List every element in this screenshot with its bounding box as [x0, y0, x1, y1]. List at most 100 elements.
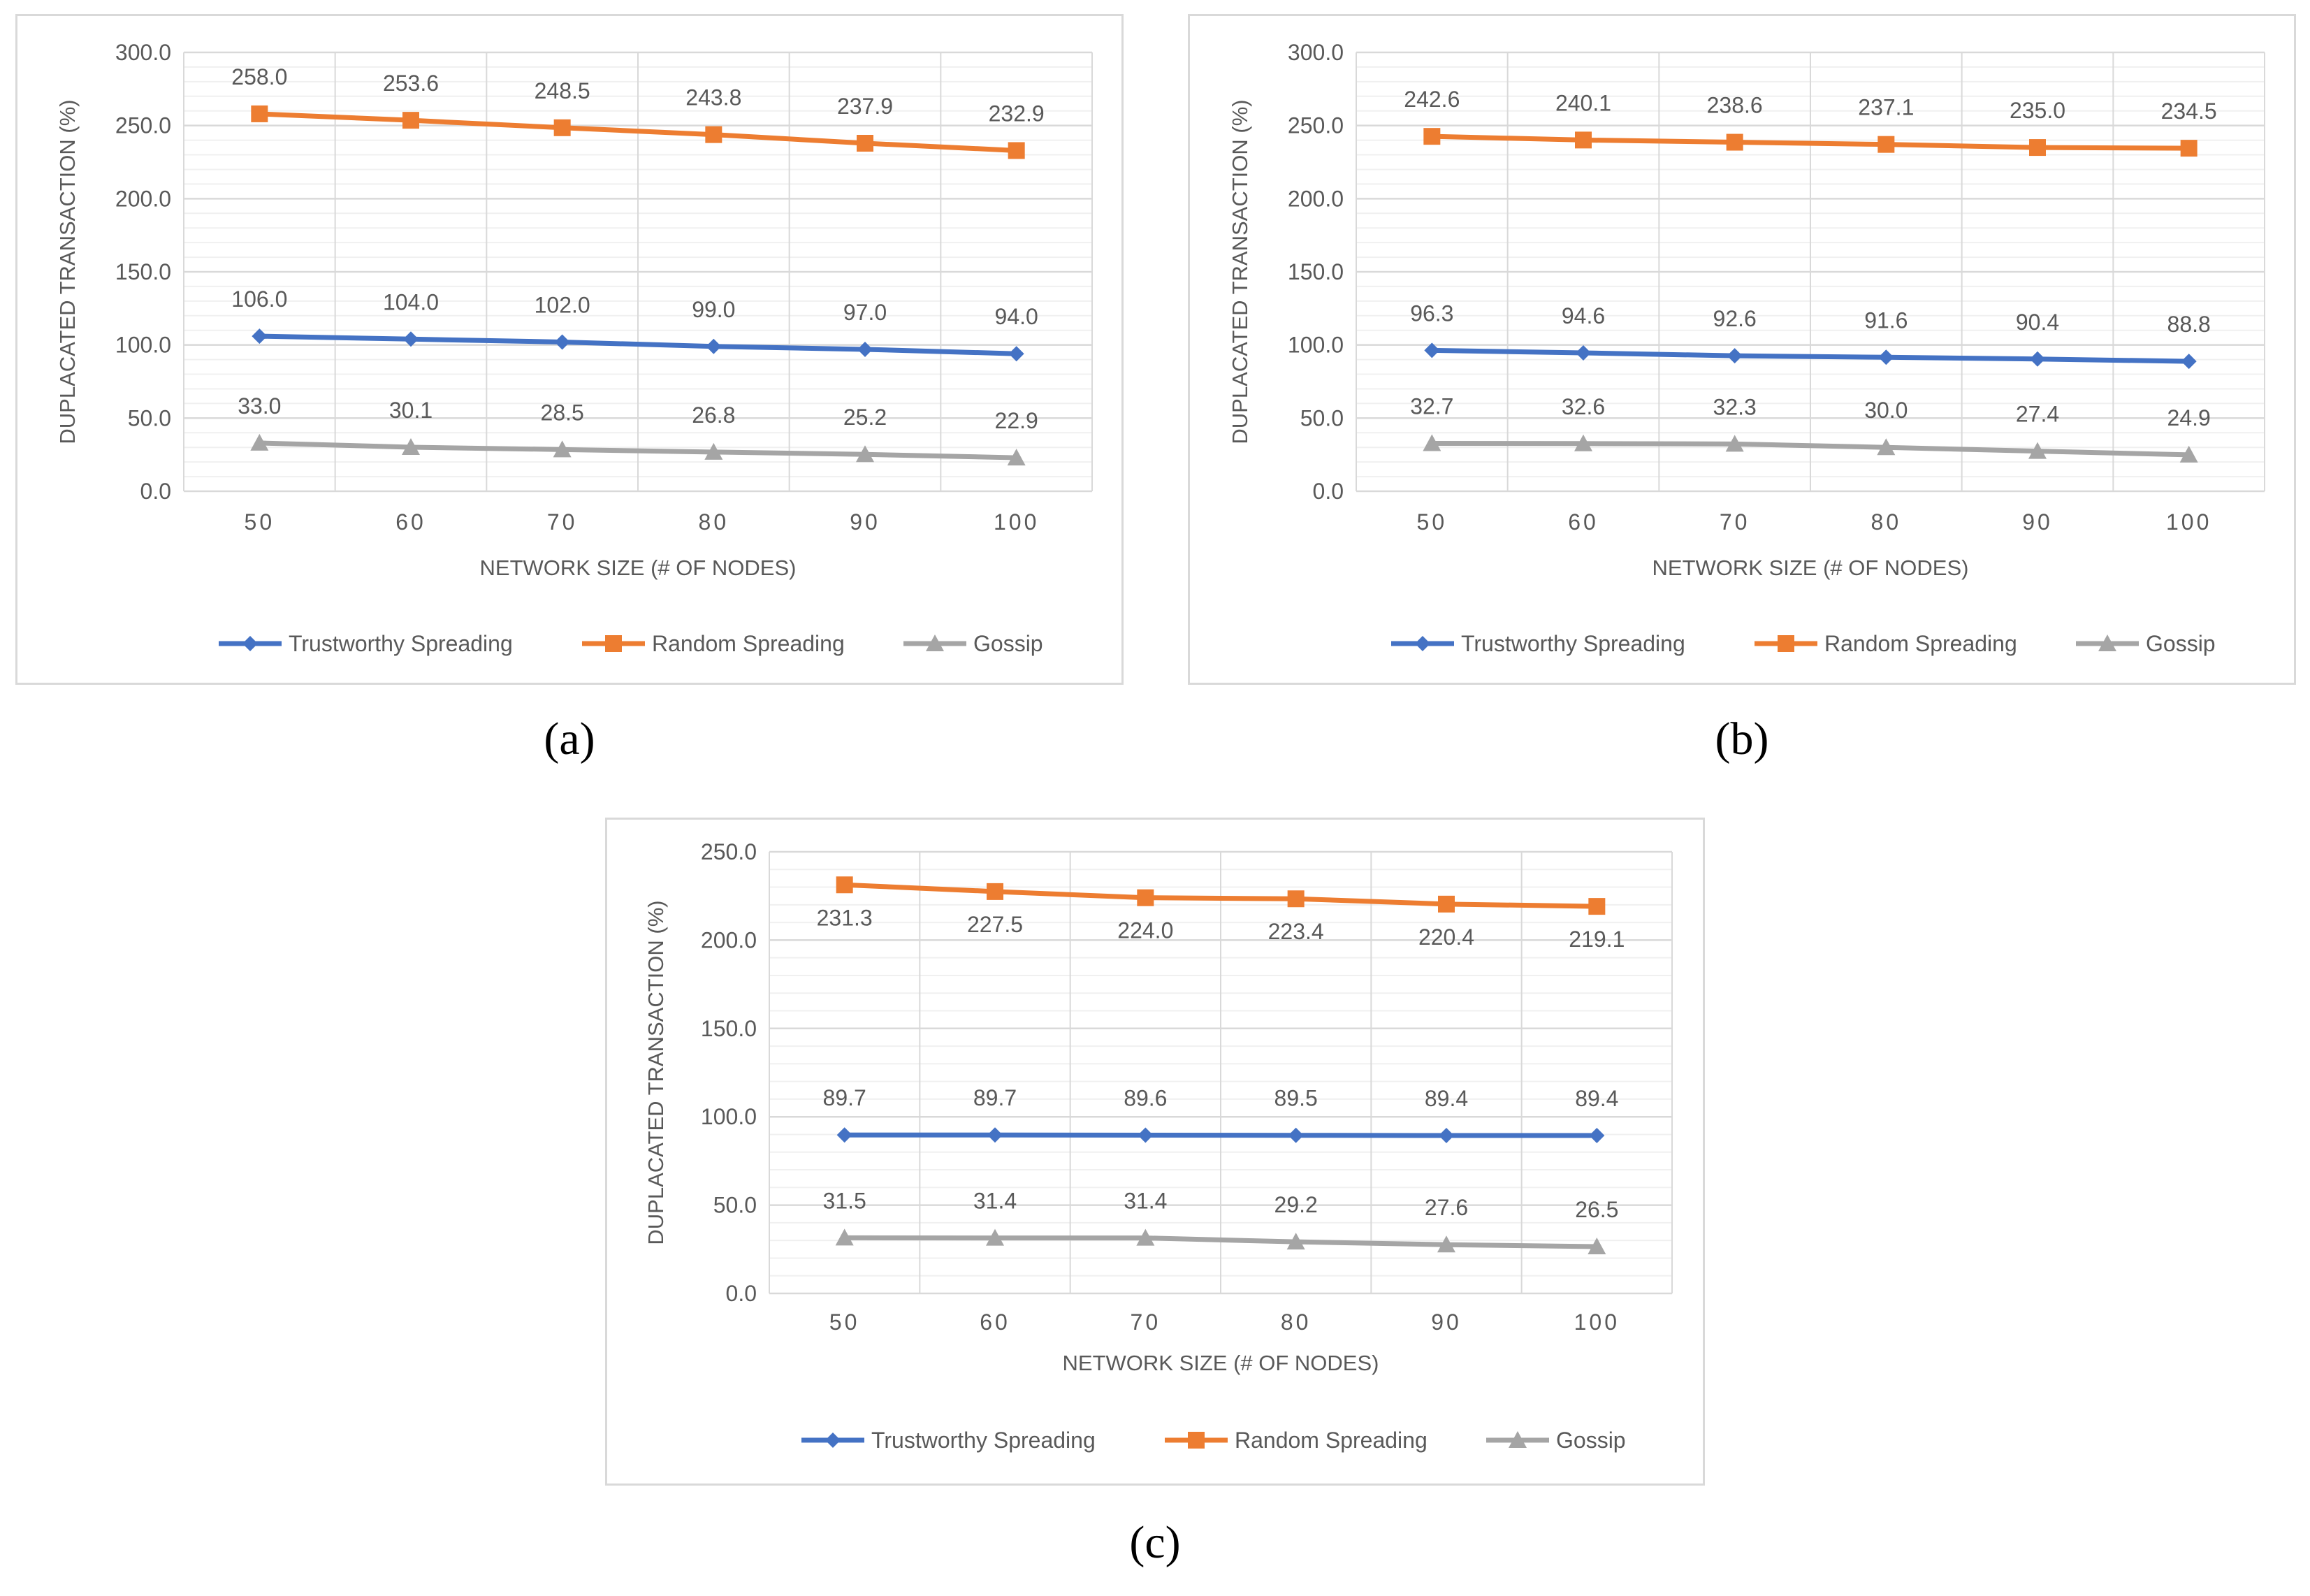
chart-c-data-label: 219.1 [1569, 927, 1625, 952]
chart-b-data-label: 234.5 [2161, 99, 2217, 124]
chart-b-x-tick-label: 100 [2166, 509, 2211, 535]
chart-c-x-tick-label: 90 [1431, 1310, 1462, 1335]
chart-a-x-tick-label: 90 [850, 509, 880, 535]
chart-a-svg: 0.0 50.0 100.0 150.0 200.0 250.0 300.0 50 60 70 80… [55, 40, 1093, 656]
chart-a-data-point [252, 328, 268, 344]
chart-c-data-label: 220.4 [1418, 924, 1474, 950]
chart-c-data-point [1439, 1127, 1454, 1143]
chart-b-data-label: 30.0 [1864, 398, 1908, 423]
chart-b-data-label: 238.6 [1707, 93, 1763, 118]
chart-b-data-point [2030, 351, 2045, 367]
chart-a-y-tick-label: 50.0 [128, 405, 171, 430]
panel-caption-a: (a) [544, 713, 595, 764]
chart-c-data-label: 89.7 [823, 1085, 866, 1110]
chart-c-legend-label: Trustworthy Spreading [871, 1428, 1096, 1453]
chart-b-svg: 0.0 50.0 100.0 150.0 200.0 250.0 300.0 50 60 70 80… [1228, 40, 2265, 656]
chart-c-y-tick-label: 50.0 [713, 1193, 757, 1218]
chart-a-data-point [856, 445, 874, 463]
chart-a-data-point [857, 341, 873, 357]
chart-c-svg: 0.0 50.0 100.0 150.0 200.0 250.0 50 60 70 80 90 100… [644, 839, 1673, 1453]
chart-a-data-point [554, 334, 570, 350]
chart-c-data-label: 29.2 [1274, 1192, 1318, 1217]
chart-b-data-point [1725, 435, 1744, 452]
chart-a-y-tick-label: 100.0 [115, 333, 171, 358]
chart-c-data-label: 89.4 [1575, 1086, 1618, 1111]
chart-b-x-tick-label: 70 [1720, 509, 1750, 535]
chart-c-data-label: 227.5 [967, 912, 1023, 937]
chart-c-series-line [842, 1132, 1599, 1138]
chart-c-data-point [1588, 898, 1606, 915]
chart-b-data-label: 90.4 [2016, 310, 2059, 335]
chart-a-y-tick-label: 250.0 [115, 113, 171, 138]
chart-b-data-point [1726, 133, 1743, 151]
panel-caption-c: (c) [1129, 1517, 1181, 1568]
chart-a-data-point [1008, 142, 1025, 159]
chart-c-data-label: 89.7 [973, 1085, 1017, 1110]
chart-c-data-point [1288, 1127, 1304, 1143]
chart-c-series-line [842, 882, 1599, 909]
chart-a-data-point [402, 437, 420, 455]
chart-b-data-label: 24.9 [2167, 405, 2211, 430]
chart-a-data-point [704, 442, 723, 460]
chart-a-data-point [553, 119, 571, 136]
chart-c-data-point [987, 883, 1003, 900]
chart-b-legend-marker [2098, 634, 2116, 651]
chart-panel-a: 0.0 50.0 100.0 150.0 200.0 250.0 300.0 50 60 70 80… [15, 14, 1124, 685]
chart-b-y-tick-label: 150.0 [1288, 259, 1344, 284]
chart-a-legend: Trustworthy Spreading Random Spreading Gos… [219, 631, 1043, 656]
chart-c-y-axis-title: DUPLACATED TRANSACTION (%) [644, 900, 668, 1245]
chart-c-data-label: 31.5 [823, 1188, 866, 1213]
chart-b-x-tick-label: 80 [1871, 509, 1902, 535]
chart-a-data-label: 248.5 [535, 78, 590, 103]
chart-b-data-label: 91.6 [1864, 307, 1908, 333]
chart-c-data-point [1588, 1238, 1606, 1255]
chart-a-data-label: 33.0 [238, 393, 281, 419]
chart-a-y-tick-label: 300.0 [115, 40, 171, 65]
chart-a-data-point [1007, 449, 1026, 466]
chart-panel-c: 0.0 50.0 100.0 150.0 200.0 250.0 50 60 70 80 90 100… [605, 818, 1705, 1486]
chart-b-series-diamond: 96.3 94.6 92.6 91.6 90.4 88.8 [1410, 300, 2211, 370]
chart-c-data-point [1137, 889, 1154, 906]
chart-c-x-tick-label: 60 [980, 1310, 1010, 1335]
chart-c-data-label: 31.4 [973, 1189, 1017, 1214]
chart-a-data-label: 30.1 [389, 398, 433, 423]
chart-b-data-point [2179, 445, 2198, 463]
chart-a-data-point [705, 126, 722, 143]
chart-c-data-label: 89.5 [1274, 1086, 1318, 1111]
chart-b-data-label: 242.6 [1404, 87, 1460, 112]
chart-b-legend-label: Random Spreading [1824, 631, 2017, 656]
chart-b-y-tick-label: 250.0 [1288, 113, 1344, 138]
chart-b-data-point [1877, 438, 1896, 456]
chart-c-y-axis: 0.0 50.0 100.0 150.0 200.0 250.0 [701, 839, 1672, 1306]
chart-a-series-line [256, 111, 1019, 153]
chart-a-legend-marker [242, 636, 258, 651]
chart-c-x-tick-label: 50 [829, 1310, 860, 1335]
chart-b-x-tick-label: 60 [1568, 509, 1599, 535]
chart-b-data-label: 237.1 [1858, 95, 1914, 120]
chart-b-data-point [2028, 442, 2047, 459]
chart-a-series-triangle: 33.0 30.1 28.5 26.8 25.2 22.9 [238, 393, 1038, 466]
chart-b-series-line [1429, 347, 2192, 364]
chart-b-data-point [2029, 139, 2046, 157]
chart-a-data-label: 94.0 [995, 304, 1038, 329]
panel-caption-b: (b) [1715, 713, 1769, 764]
chart-c-data-point [1589, 1127, 1605, 1143]
chart-a-data-point [857, 134, 873, 152]
chart-b-series-line [1429, 133, 2192, 151]
chart-a-legend-label: Gossip [973, 631, 1043, 656]
chart-a-data-label: 243.8 [685, 85, 741, 110]
chart-c-series-diamond: 89.7 89.7 89.6 89.5 89.4 89.4 [823, 1085, 1618, 1143]
chart-b-legend-marker [1415, 636, 1430, 651]
chart-b-data-label: 235.0 [2010, 98, 2065, 123]
chart-a-data-label: 104.0 [383, 289, 439, 314]
chart-c-legend-marker [1509, 1431, 1527, 1448]
chart-c-data-label: 27.6 [1425, 1195, 1468, 1220]
chart-b-data-label: 32.7 [1410, 394, 1453, 419]
chart-b-data-point [1574, 434, 1592, 451]
chart-c-data-point [1437, 1235, 1455, 1253]
chart-a-data-label: 232.9 [989, 101, 1045, 126]
chart-b-y-tick-label: 100.0 [1288, 333, 1344, 358]
chart-b-data-point [2181, 354, 2197, 370]
chart-b-legend: Trustworthy Spreading Random Spreading Gos… [1391, 631, 2216, 656]
chart-c-data-point [986, 1228, 1004, 1246]
